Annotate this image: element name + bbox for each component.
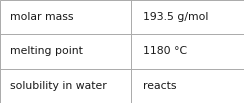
Text: reacts: reacts	[143, 81, 176, 91]
Text: molar mass: molar mass	[10, 12, 73, 22]
Text: solubility in water: solubility in water	[10, 81, 107, 91]
Text: 193.5 g/mol: 193.5 g/mol	[143, 12, 208, 22]
Text: melting point: melting point	[10, 46, 83, 57]
Text: 1180 °C: 1180 °C	[143, 46, 187, 57]
